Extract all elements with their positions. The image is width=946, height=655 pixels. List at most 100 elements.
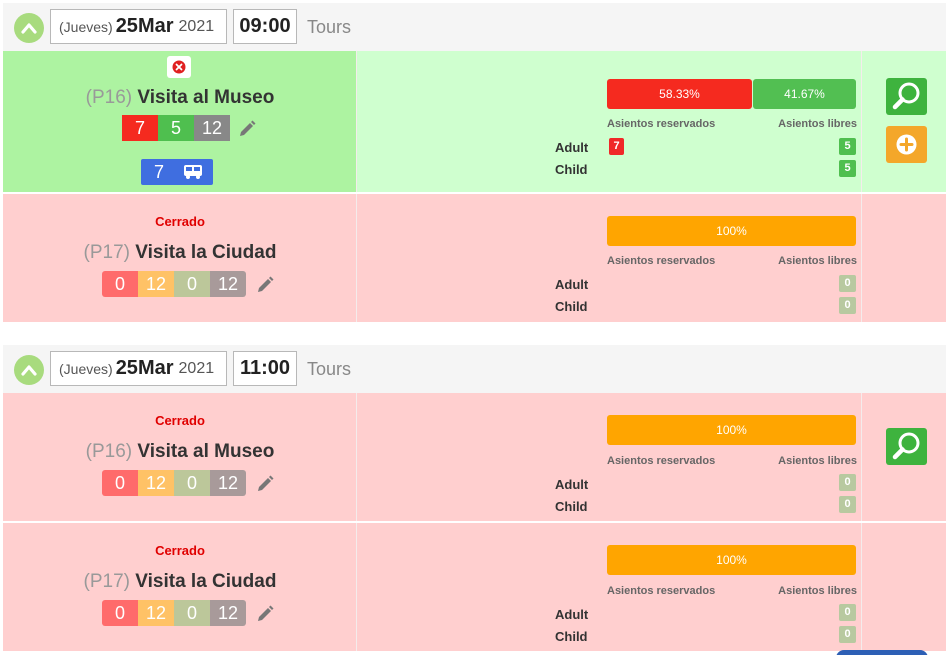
closed-status: Cerrado xyxy=(155,543,205,558)
tour-info-cell: Cerrado (P17) Visita la Ciudad 0 12 0 12 xyxy=(3,194,357,322)
free-seats-label: Asientos libres xyxy=(778,455,857,467)
tour-title: (P16) Visita al Museo xyxy=(3,441,357,463)
tour-row: Cerrado (P17) Visita la Ciudad 0 12 0 12… xyxy=(3,523,946,651)
count-badges: 7 5 12 xyxy=(122,115,230,141)
group-header: (Jueves) 25 Mar 2021 09:00 Tours xyxy=(3,3,946,51)
free-seats-label: Asientos libres xyxy=(778,255,857,267)
day: 25 xyxy=(115,357,138,379)
occupancy-bar: 100% xyxy=(607,545,856,575)
transport-count: 7 xyxy=(154,162,165,182)
actions-cell xyxy=(861,523,946,651)
time-box[interactable]: 09:00 xyxy=(233,9,297,44)
child-free-badge: 5 xyxy=(839,160,856,177)
pencil-icon[interactable] xyxy=(238,120,256,138)
pending-bar-segment: 100% xyxy=(607,216,856,246)
reserved-count: 0 xyxy=(102,470,138,496)
occupancy-bar: 100% xyxy=(607,415,856,445)
free-count: 5 xyxy=(158,115,194,141)
pax-type-adult: Adult xyxy=(555,607,589,622)
adult-free-badge: 0 xyxy=(839,474,856,491)
weekday: (Jueves) xyxy=(59,360,113,377)
chevron-up-icon xyxy=(21,365,37,376)
add-booking-button[interactable] xyxy=(886,126,927,163)
pax-type-child: Child xyxy=(555,629,588,644)
pax-type-adult: Adult xyxy=(555,140,589,155)
view-details-button[interactable] xyxy=(886,78,927,115)
capacity-count: 12 xyxy=(210,600,246,626)
chevron-up-icon xyxy=(21,23,37,34)
date-box[interactable]: (Jueves) 25 Mar 2021 xyxy=(50,9,227,44)
free-bar-segment: 41.67% xyxy=(753,79,856,109)
closed-status: Cerrado xyxy=(155,413,205,428)
group-header: (Jueves) 25 Mar 2021 11:00 Tours xyxy=(3,345,946,393)
tour-code: (P17) xyxy=(83,242,131,263)
tour-name: Visita al Museo xyxy=(137,441,275,462)
day: 25 xyxy=(115,15,138,37)
tour-name: Visita la Ciudad xyxy=(135,242,277,263)
tour-title: (P16) Visita al Museo xyxy=(3,87,357,109)
adult-free-badge: 5 xyxy=(839,138,856,155)
tour-title: (P17) Visita la Ciudad xyxy=(3,242,357,264)
count-badges: 0 12 0 12 xyxy=(102,470,246,496)
tour-info-cell: Cerrado (P17) Visita la Ciudad 0 12 0 12 xyxy=(3,523,357,651)
pencil-icon[interactable] xyxy=(256,605,274,623)
child-free-badge: 0 xyxy=(839,496,856,513)
adult-reserved-badge: 7 xyxy=(609,138,624,155)
reserved-seats-label: Asientos reservados xyxy=(607,118,716,130)
pencil-icon[interactable] xyxy=(256,475,274,493)
capacity-count: 12 xyxy=(194,115,230,141)
free-count: 0 xyxy=(174,600,210,626)
reserved-seats-label: Asientos reservados xyxy=(607,455,716,467)
free-count: 0 xyxy=(174,271,210,297)
view-details-button[interactable] xyxy=(886,428,927,465)
floating-button-edge[interactable] xyxy=(836,650,928,655)
count-badges: 0 12 0 12 xyxy=(102,271,246,297)
tour-title: (P17) Visita la Ciudad xyxy=(3,571,357,593)
time-box[interactable]: 11:00 xyxy=(233,351,297,386)
child-free-badge: 0 xyxy=(839,626,856,643)
month: Mar xyxy=(137,15,174,37)
pax-type-adult: Adult xyxy=(555,477,589,492)
pax-type-child: Child xyxy=(555,299,588,314)
pencil-icon[interactable] xyxy=(256,276,274,294)
free-seats-label: Asientos libres xyxy=(778,585,857,597)
pending-bar-segment: 100% xyxy=(607,545,856,575)
collapse-button[interactable] xyxy=(14,13,44,43)
reserved-count: 7 xyxy=(122,115,158,141)
year: 2021 xyxy=(178,17,215,35)
plus-icon xyxy=(896,134,917,155)
pax-type-child: Child xyxy=(555,162,588,177)
reserved-seats-label: Asientos reservados xyxy=(607,585,716,597)
year: 2021 xyxy=(178,359,215,377)
adult-free-badge: 0 xyxy=(839,275,856,292)
actions-cell xyxy=(861,194,946,322)
tour-code: (P16) xyxy=(85,87,133,108)
reserved-count: 0 xyxy=(102,600,138,626)
pending-bar-segment: 100% xyxy=(607,415,856,445)
magnifier-icon xyxy=(892,82,920,110)
capacity-count: 12 xyxy=(210,470,246,496)
capacity-count: 12 xyxy=(210,271,246,297)
collapse-button[interactable] xyxy=(14,355,44,385)
reserved-seats-label: Asientos reservados xyxy=(607,255,716,267)
close-tour-button[interactable] xyxy=(167,56,191,78)
weekday: (Jueves) xyxy=(59,18,113,35)
actions-cell xyxy=(861,51,946,192)
tour-code: (P16) xyxy=(85,441,133,462)
child-free-badge: 0 xyxy=(839,297,856,314)
tour-name: Visita al Museo xyxy=(137,87,275,108)
tour-info-cell: Cerrado (P16) Visita al Museo 0 12 0 12 xyxy=(3,393,357,521)
tour-row: Cerrado (P17) Visita la Ciudad 0 12 0 12… xyxy=(3,194,946,322)
closed-status: Cerrado xyxy=(155,214,205,229)
free-seats-label: Asientos libres xyxy=(778,118,857,130)
tour-name: Visita la Ciudad xyxy=(135,571,277,592)
tour-row: Cerrado (P16) Visita al Museo 0 12 0 12 … xyxy=(3,393,946,521)
tour-row: (P16) Visita al Museo 7 5 12 7 58.33% 41… xyxy=(3,51,946,192)
pax-type-adult: Adult xyxy=(555,277,589,292)
date-box[interactable]: (Jueves) 25 Mar 2021 xyxy=(50,351,227,386)
pending-count: 12 xyxy=(138,600,174,626)
count-badges: 0 12 0 12 xyxy=(102,600,246,626)
category-label: Tours xyxy=(307,17,352,37)
transport-badge[interactable]: 7 xyxy=(141,159,213,185)
